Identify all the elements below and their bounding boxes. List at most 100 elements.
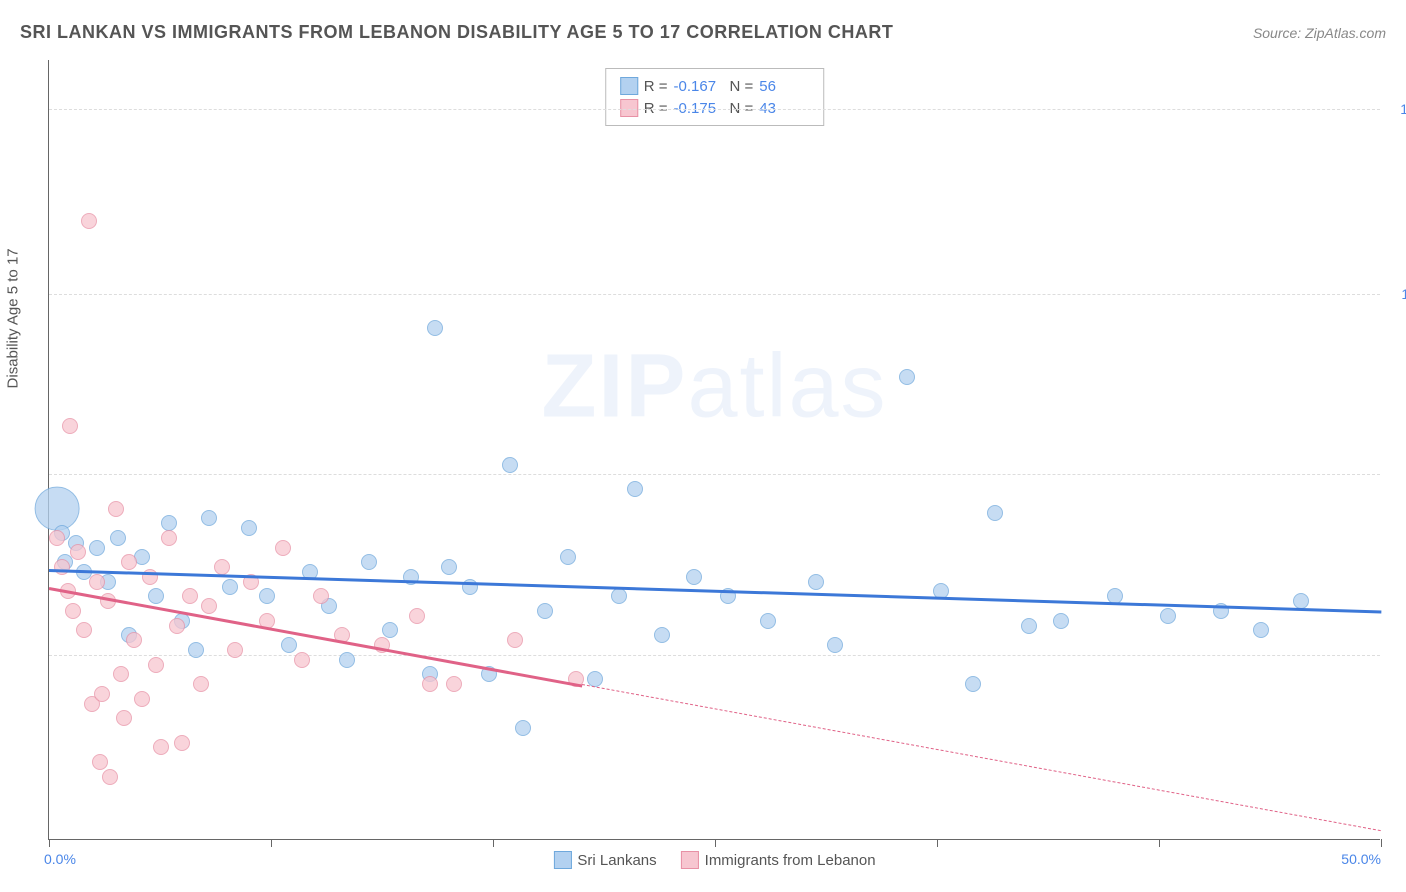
data-point (121, 554, 137, 570)
data-point (965, 676, 981, 692)
legend-series-label: Immigrants from Lebanon (705, 852, 876, 869)
x-tick (49, 839, 50, 847)
trend-line (582, 684, 1381, 831)
data-point (560, 549, 576, 565)
x-tick-label: 0.0% (44, 851, 76, 867)
data-point (537, 603, 553, 619)
chart-title: SRI LANKAN VS IMMIGRANTS FROM LEBANON DI… (20, 22, 893, 43)
legend-stats: R =-0.167N =56R =-0.175N =43 (605, 68, 825, 126)
y-tick-label: 11.2% (1385, 286, 1406, 302)
data-point (148, 657, 164, 673)
x-tick (937, 839, 938, 847)
x-tick-label: 50.0% (1341, 851, 1381, 867)
data-point (422, 676, 438, 692)
gridline (49, 109, 1380, 110)
data-point (259, 588, 275, 604)
data-point (654, 627, 670, 643)
data-point (94, 686, 110, 702)
legend-swatch (553, 851, 571, 869)
data-point (188, 642, 204, 658)
data-point (313, 588, 329, 604)
data-point (507, 632, 523, 648)
x-tick (1381, 839, 1382, 847)
data-point (1053, 613, 1069, 629)
data-point (427, 320, 443, 336)
x-tick (493, 839, 494, 847)
data-point (222, 579, 238, 595)
data-point (65, 603, 81, 619)
data-point (281, 637, 297, 653)
chart-source: Source: ZipAtlas.com (1253, 25, 1386, 41)
data-point (182, 588, 198, 604)
data-point (161, 530, 177, 546)
data-point (409, 608, 425, 624)
x-tick (715, 839, 716, 847)
y-tick-label: 7.5% (1385, 466, 1406, 482)
data-point (76, 622, 92, 638)
data-point (627, 481, 643, 497)
data-point (441, 559, 457, 575)
y-tick-label: 15.0% (1385, 101, 1406, 117)
data-point (241, 520, 257, 536)
legend-r-value: -0.167 (674, 78, 724, 95)
data-point (515, 720, 531, 736)
data-point (70, 544, 86, 560)
gridline (49, 474, 1380, 475)
data-point (214, 559, 230, 575)
data-point (92, 754, 108, 770)
data-point (134, 691, 150, 707)
watermark: ZIPatlas (541, 336, 887, 439)
data-point (1021, 618, 1037, 634)
data-point (161, 515, 177, 531)
data-point (382, 622, 398, 638)
chart-plot-area: ZIPatlas Disability Age 5 to 17 R =-0.16… (48, 60, 1380, 840)
data-point (686, 569, 702, 585)
data-point (294, 652, 310, 668)
data-point (899, 369, 915, 385)
legend-n-label: N = (730, 78, 754, 95)
data-point (827, 637, 843, 653)
chart-header: SRI LANKAN VS IMMIGRANTS FROM LEBANON DI… (20, 22, 1386, 43)
x-tick (271, 839, 272, 847)
data-point (760, 613, 776, 629)
data-point (339, 652, 355, 668)
data-point (446, 676, 462, 692)
legend-stats-row: R = -0.167 N = 56 (620, 75, 810, 97)
data-point (201, 598, 217, 614)
data-point (116, 710, 132, 726)
data-point (275, 540, 291, 556)
data-point (102, 769, 118, 785)
data-point (89, 540, 105, 556)
data-point (1160, 608, 1176, 624)
data-point (502, 457, 518, 473)
data-point (148, 588, 164, 604)
legend-n-value: 56 (759, 78, 809, 95)
data-point (1293, 593, 1309, 609)
data-point (1253, 622, 1269, 638)
gridline (49, 655, 1380, 656)
data-point (611, 588, 627, 604)
data-point (113, 666, 129, 682)
data-point (49, 530, 65, 546)
data-point (89, 574, 105, 590)
data-point (126, 632, 142, 648)
legend-series-label: Sri Lankans (577, 852, 656, 869)
data-point (227, 642, 243, 658)
data-point (35, 486, 80, 531)
data-point (81, 213, 97, 229)
legend-series: Sri Lankans Immigrants from Lebanon (553, 851, 875, 869)
data-point (110, 530, 126, 546)
data-point (108, 501, 124, 517)
gridline (49, 294, 1380, 295)
x-tick (1159, 839, 1160, 847)
data-point (808, 574, 824, 590)
legend-swatch (681, 851, 699, 869)
legend-series-item: Sri Lankans (553, 851, 656, 869)
data-point (62, 418, 78, 434)
data-point (201, 510, 217, 526)
y-tick-label: 3.8% (1385, 647, 1406, 663)
data-point (462, 579, 478, 595)
data-point (153, 739, 169, 755)
data-point (174, 735, 190, 751)
legend-r-label: R = (644, 78, 668, 95)
